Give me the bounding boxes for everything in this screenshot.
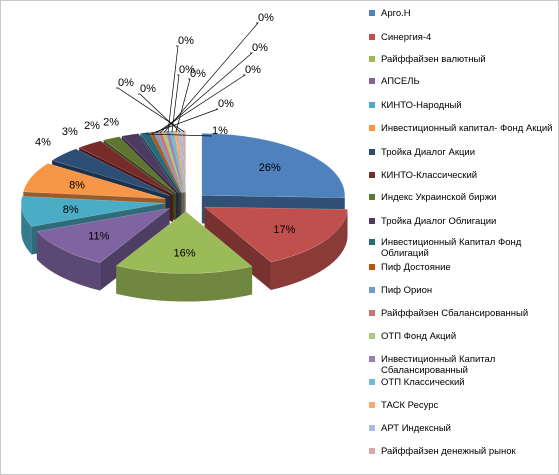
pie-slice [121,133,179,194]
legend-swatch [369,448,375,454]
legend-label: Райффайзен Сбалансированный [381,308,529,319]
pie-slice [102,136,177,194]
data-label: 0% [118,77,134,89]
data-label: 8% [63,204,79,216]
legend-label: ТАСК Ресурс [381,400,439,411]
data-label: 0% [258,12,274,24]
legend-label: КИНТО-Народный [381,100,462,111]
leader-line [163,22,259,133]
pie-slice [20,196,165,227]
legend-swatch [369,379,375,385]
pie-slice [51,148,170,196]
legend-swatch [369,172,375,178]
data-label: 0% [218,98,234,110]
data-label: 0% [252,42,268,54]
legend-label: Инвестиционный Капитал Фонд Облигаций [381,237,522,259]
data-label: 26% [259,162,281,174]
data-label: 3% [62,126,78,138]
legend-label: Райффайзен денежный рынок [381,446,516,457]
legend-label: Пиф Орион [381,285,433,296]
pie-slice [173,130,185,193]
legend-label: ОТП Фонд Акций [381,331,457,342]
leader-line [175,78,191,132]
data-label: 11% [88,230,109,242]
legend-label: Инвестиционный Капитал Сбалансированный [381,354,496,376]
legend-label: АРТ Индексный [381,423,451,434]
pie-tops [20,130,348,274]
leader-line [145,133,213,137]
legend-swatch [369,102,375,108]
legend-swatch [369,10,375,16]
legend: Арго.Н Синергия-4 Райффайзен валютный АПСЕЛ… [368,4,556,470]
legend-swatch [369,218,375,224]
legend-label: КИНТО-Классический [381,170,478,181]
legend-swatch [369,333,375,339]
legend-label: ОТП Классический [381,377,465,388]
pie-slice [149,131,182,193]
legend-swatch [369,310,375,316]
legend-swatch [369,425,375,431]
legend-label: Райффайзен валютный [381,54,486,65]
leader-line [155,74,247,134]
legend-swatch [369,402,375,408]
data-labels: 26%17%16%11%8%8%4%3% 2% 2%1%0%0%0%0%0%0%0%… [35,12,296,259]
pie-slice [78,140,174,195]
data-label: 1% [212,125,228,137]
pie-slice [165,130,184,193]
legend-swatch [369,264,375,270]
legend-swatch [369,287,375,293]
pie-slice [36,208,170,263]
leader-line [138,93,181,133]
legend-swatch [369,125,375,131]
legend-label: Инвестиционный капитал- Фонд Акций [381,123,553,134]
data-label: 8% [69,179,85,191]
legend-swatch [369,194,375,200]
legend-label: Арго.Н [381,8,411,19]
legend-label: Тройка Диалог Облигации [381,216,497,227]
data-label: 0% [190,68,206,80]
data-label: 2% [103,117,119,129]
data-label: 0% [245,64,261,76]
data-label: 0% [140,83,156,95]
pie-slice [201,133,346,198]
legend-swatch [369,239,375,245]
pie-slice [115,211,253,274]
data-label: 0% [179,64,195,76]
legend-swatch [369,356,375,362]
data-label: 2% [84,120,100,132]
pie-slice [169,130,185,193]
leader-line [167,45,179,133]
legend-swatch [369,78,375,84]
legend-label: Пиф Достояние [381,262,451,273]
data-label: 16% [174,247,196,259]
leader-line [116,87,185,132]
legend-label: АПСЕЛЬ [381,76,420,87]
data-label: 17% [273,224,295,236]
pie-slice [203,206,348,263]
pie-slice [22,163,166,199]
legend-label: Индекс Украинской биржи [381,192,497,203]
leader-line [152,108,219,134]
legend-label: Синергия-4 [381,32,432,43]
leader-line [159,52,253,133]
pie-chart: 26%17%16%11%8%8%4%3% 2% 2%1%0%0%0%0%0%0%0%… [20,12,348,302]
pie-slice [139,132,181,193]
legend-swatch [369,149,375,155]
data-label: 4% [35,136,51,148]
legend-swatch [369,34,375,40]
legend-swatch [369,56,375,62]
data-label: 0% [178,35,194,47]
legend-label: Тройка Диалог Акции [381,147,476,158]
leader-line [171,74,180,133]
